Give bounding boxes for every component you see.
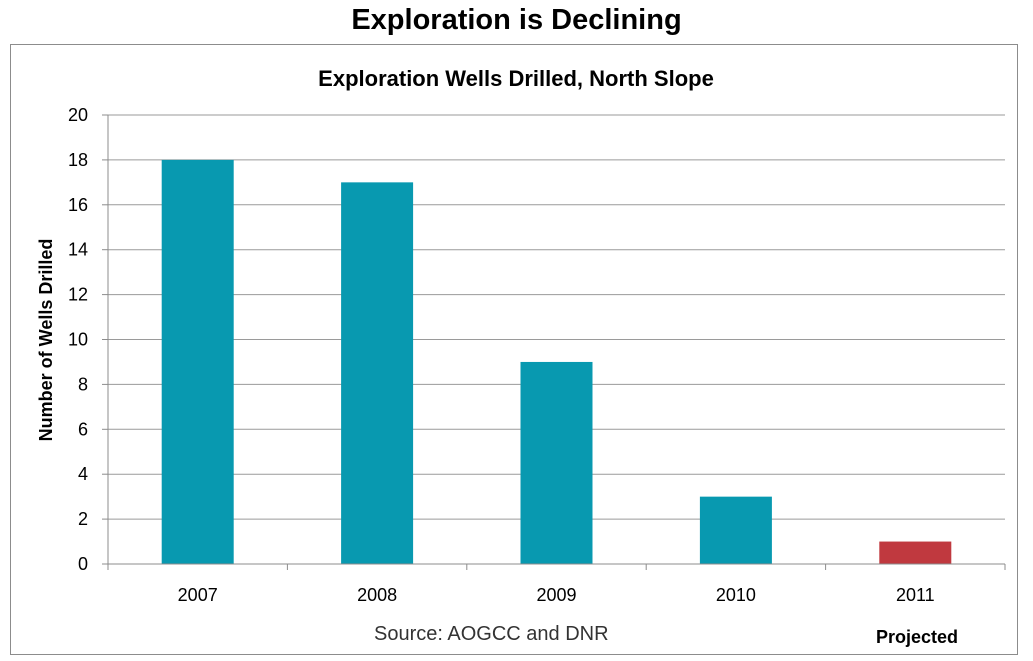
y-tick-labels: 0 2 4 6 8 10 12 14 16 18 20	[68, 105, 88, 574]
bar-2010	[699, 496, 772, 564]
y-tick-label: 8	[78, 374, 88, 394]
x-tick-label: 2008	[357, 585, 397, 605]
bars	[161, 159, 952, 564]
y-tick-label: 2	[78, 509, 88, 529]
x-tick-label: 2009	[536, 585, 576, 605]
y-axis-label: Number of Wells Drilled	[36, 239, 56, 442]
y-tick-label: 10	[68, 330, 88, 350]
y-tick-label: 16	[68, 195, 88, 215]
y-tick-label: 14	[68, 240, 88, 260]
page-title: Exploration is Declining	[351, 4, 682, 36]
y-tick-label: 18	[68, 150, 88, 170]
x-tick-labels: 2007 2008 2009 2010 2011	[178, 564, 1006, 605]
y-tick-label: 20	[68, 105, 88, 125]
gridlines	[102, 114, 1005, 565]
x-tick-label: 2010	[716, 585, 756, 605]
bar-2007	[161, 159, 234, 564]
bar-2008	[341, 182, 414, 564]
projected-annotation: Projected	[876, 627, 958, 647]
y-tick-label: 6	[78, 419, 88, 439]
x-tick-label: 2011	[896, 585, 935, 605]
source-note: Source: AOGCC and DNR	[374, 623, 609, 645]
y-tick-label: 0	[78, 554, 88, 574]
chart-title: Exploration Wells Drilled, North Slope	[318, 66, 714, 91]
bar-2009	[520, 361, 593, 564]
y-tick-label: 12	[68, 285, 88, 305]
x-tick-label: 2007	[178, 585, 218, 605]
bar-2011	[879, 541, 952, 564]
axes	[107, 115, 1005, 570]
y-tick-label: 4	[78, 464, 88, 484]
chart-frame	[10, 44, 1018, 655]
